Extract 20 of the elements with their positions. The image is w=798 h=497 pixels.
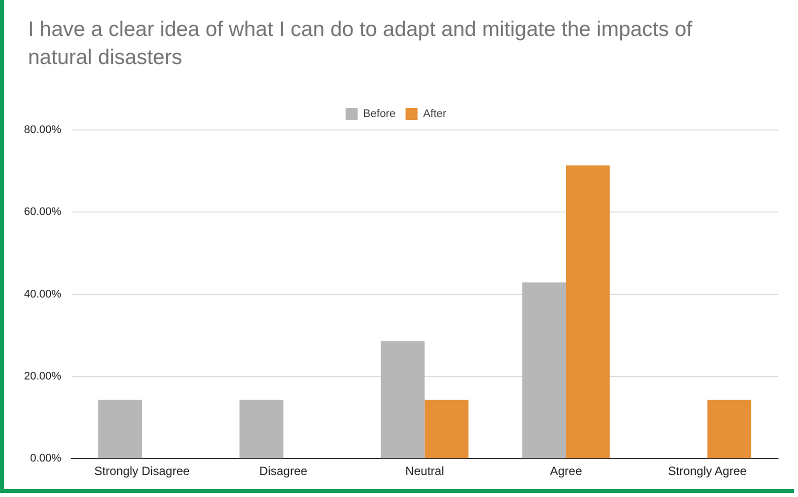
bar <box>380 341 425 458</box>
chart-title: I have a clear idea of what I can do to adapt and mitigate the impacts of natural disasters <box>28 17 694 71</box>
y-tick-label: 80.00% <box>24 124 62 136</box>
y-tick-label: 40.00% <box>24 288 62 300</box>
bar <box>240 400 284 458</box>
x-tick-label: Strongly Agree <box>668 464 748 478</box>
legend-label: After <box>423 108 447 120</box>
y-tick-label: 20.00% <box>24 370 62 382</box>
x-tick-label: Agree <box>550 464 582 478</box>
legend-label: Before <box>363 108 396 120</box>
y-tick-label: 0.00% <box>30 452 62 465</box>
bar <box>707 400 752 458</box>
y-tick-label: 60.00% <box>24 206 62 218</box>
bar <box>98 400 142 458</box>
x-tick-label: Strongly Disagree <box>94 464 190 478</box>
bar <box>522 282 566 458</box>
bar <box>424 400 468 458</box>
x-tick-label: Disagree <box>259 464 308 478</box>
bar <box>566 165 610 458</box>
x-tick-label: Neutral <box>405 464 444 478</box>
